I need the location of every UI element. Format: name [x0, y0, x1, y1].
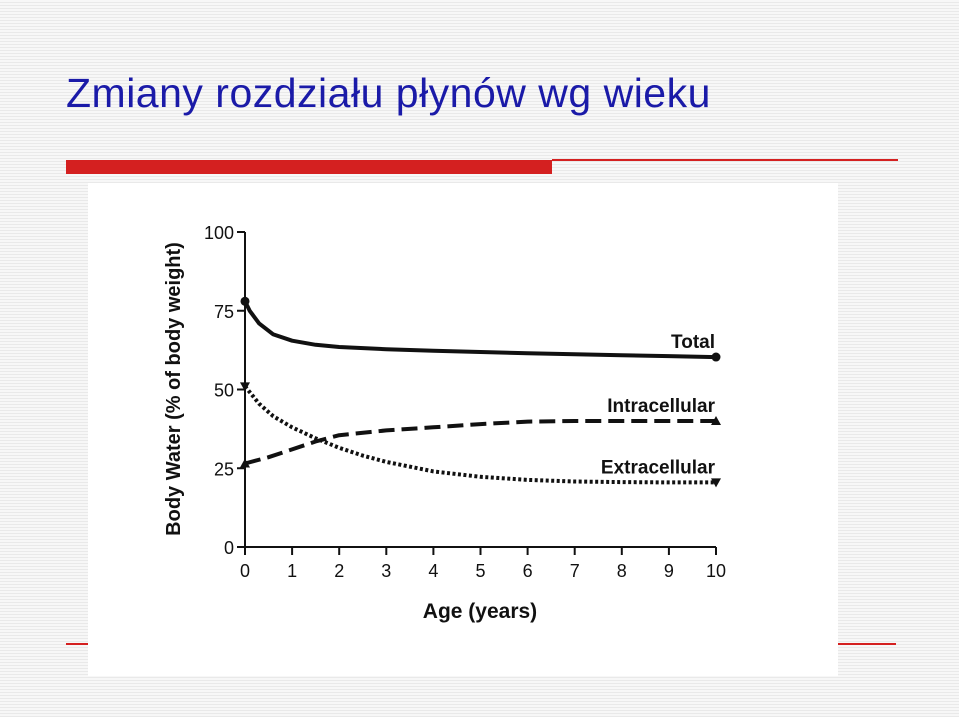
- data-point-extracellular: [711, 478, 721, 488]
- y-ticks: 0 25 50 75 100: [204, 223, 245, 558]
- x-ticks: 0 1 2 3 4 5 6 7 8 9 10: [240, 547, 726, 581]
- x-tick-label: 0: [240, 561, 250, 581]
- slide-title: Zmiany rozdziału płynów wg wieku: [66, 70, 711, 116]
- y-tick-label: 100: [204, 223, 234, 243]
- series-layer: [240, 296, 721, 488]
- y-tick-label: 0: [224, 538, 234, 558]
- x-tick-label: 3: [381, 561, 391, 581]
- series-label-intracellular: Intracellular: [607, 396, 715, 417]
- x-tick-label: 8: [617, 561, 627, 581]
- title-accent-line: [552, 159, 898, 161]
- data-point-intracellular: [711, 416, 721, 425]
- x-tick-label: 5: [475, 561, 485, 581]
- x-tick-label: 1: [287, 561, 297, 581]
- x-tick-label: 10: [706, 561, 726, 581]
- data-point-total: [240, 296, 250, 306]
- data-point-extracellular: [240, 382, 250, 392]
- x-tick-label: 2: [334, 561, 344, 581]
- x-tick-label: 7: [570, 561, 580, 581]
- y-tick-label: 50: [214, 381, 234, 401]
- series-line-intracellular: [244, 419, 716, 466]
- body-water-chart: 0 25 50 75 100 0 1 2 3 4 5 6 7 8 9 10 Total Intracellul…: [163, 223, 726, 623]
- data-point-intracellular: [240, 458, 250, 468]
- series-line-total: [243, 300, 717, 360]
- chart-panel: 0 25 50 75 100 0 1 2 3 4 5 6 7 8 9 10 Total Intracellul…: [88, 183, 838, 676]
- y-axis-label: Body Water (% of body weight): [163, 242, 185, 536]
- x-tick-label: 6: [523, 561, 533, 581]
- x-tick-label: 4: [428, 561, 438, 581]
- series-label-extracellular: Extracellular: [601, 457, 716, 478]
- x-axis-label: Age (years): [423, 600, 537, 623]
- data-point-total: [711, 352, 721, 362]
- x-tick-label: 9: [664, 561, 674, 581]
- series-label-total: Total: [671, 332, 715, 353]
- series-labels: Total Intracellular Extracellular: [601, 332, 716, 478]
- title-accent-bar: [66, 160, 552, 174]
- y-tick-label: 25: [214, 459, 234, 479]
- y-tick-label: 75: [214, 302, 234, 322]
